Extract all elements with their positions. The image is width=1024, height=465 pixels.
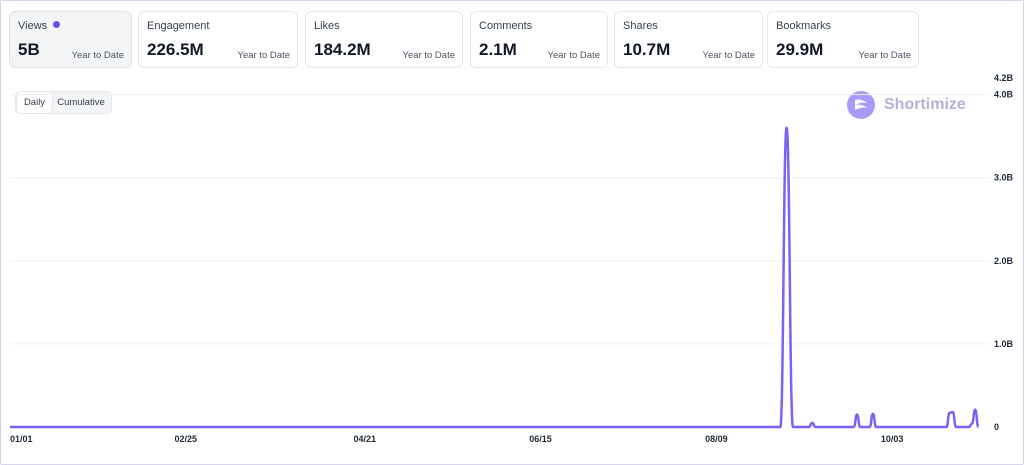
metric-card-title: Bookmarks xyxy=(776,20,832,32)
metric-card-period: Year to Date xyxy=(858,50,911,61)
x-tick-label: 02/25 xyxy=(175,434,198,444)
active-indicator-dot xyxy=(53,21,61,28)
y-tick-label: 0 xyxy=(994,422,999,432)
y-axis-ticks: 0 1.0B 2.0B 3.0B 4.0B 4.2B xyxy=(994,73,1014,432)
metric-card-engagement[interactable]: Engagement 226.5M Year to Date xyxy=(138,11,298,68)
metric-card-bookmarks[interactable]: Bookmarks 29.9M Year to Date xyxy=(767,11,919,68)
metric-card-value: 5B xyxy=(18,40,40,59)
metric-card-comments[interactable]: Comments 2.1M Year to Date xyxy=(470,11,608,68)
metric-card-period: Year to Date xyxy=(237,50,290,61)
metric-card-value: 10.7M xyxy=(623,40,671,59)
views-line-chart: 0 1.0B 2.0B 3.0B 4.0B 4.2B 01/01 02/25 04/21 06/… xyxy=(10,73,1014,444)
metric-card-likes[interactable]: Likes 184.2M Year to Date xyxy=(305,11,463,68)
daily-cumulative-toggle: Daily Cumulative xyxy=(15,91,112,114)
brand-name: Shortimize xyxy=(884,96,966,113)
metric-card-value: 29.9M xyxy=(776,40,824,59)
metric-card-title: Comments xyxy=(479,20,533,32)
x-tick-label: 06/15 xyxy=(529,434,552,444)
metric-card-views[interactable]: Views 5B Year to Date xyxy=(9,11,132,68)
metric-card-title-text: Views xyxy=(18,20,48,32)
metric-card-shares[interactable]: Shares 10.7M Year to Date xyxy=(614,11,763,68)
metric-card-title: Views xyxy=(18,20,61,32)
y-tick-label: 3.0B xyxy=(994,173,1014,183)
brand-watermark: Shortimize xyxy=(847,91,966,119)
x-tick-label: 08/09 xyxy=(705,434,728,444)
y-tick-label: 1.0B xyxy=(994,339,1014,349)
metric-card-title: Engagement xyxy=(147,20,210,32)
views-series-line xyxy=(10,126,980,429)
chart-gridlines xyxy=(10,94,990,345)
metric-card-title: Shares xyxy=(623,20,658,32)
metric-card-period: Year to Date xyxy=(547,50,600,61)
chart-line-layer xyxy=(10,126,980,429)
metric-card-value: 226.5M xyxy=(147,40,204,59)
toggle-cumulative[interactable]: Cumulative xyxy=(57,97,105,108)
metric-card-value: 2.1M xyxy=(479,40,517,59)
metric-card-period: Year to Date xyxy=(71,50,124,61)
x-axis-ticks: 01/01 02/25 04/21 06/15 08/09 10/03 xyxy=(10,434,903,444)
y-tick-label: 4.2B xyxy=(994,73,1014,83)
metric-card-value: 184.2M xyxy=(314,40,371,59)
shortimize-logo-icon xyxy=(847,91,875,119)
metric-card-title: Likes xyxy=(314,20,340,32)
toggle-daily[interactable]: Daily xyxy=(17,92,52,113)
metric-card-period: Year to Date xyxy=(702,50,755,61)
metric-card-period: Year to Date xyxy=(402,50,455,61)
x-tick-label: 10/03 xyxy=(881,434,904,444)
y-tick-label: 2.0B xyxy=(994,256,1014,266)
x-tick-label: 04/21 xyxy=(353,434,376,444)
y-tick-label: 4.0B xyxy=(994,90,1014,100)
x-tick-label: 01/01 xyxy=(10,434,33,444)
